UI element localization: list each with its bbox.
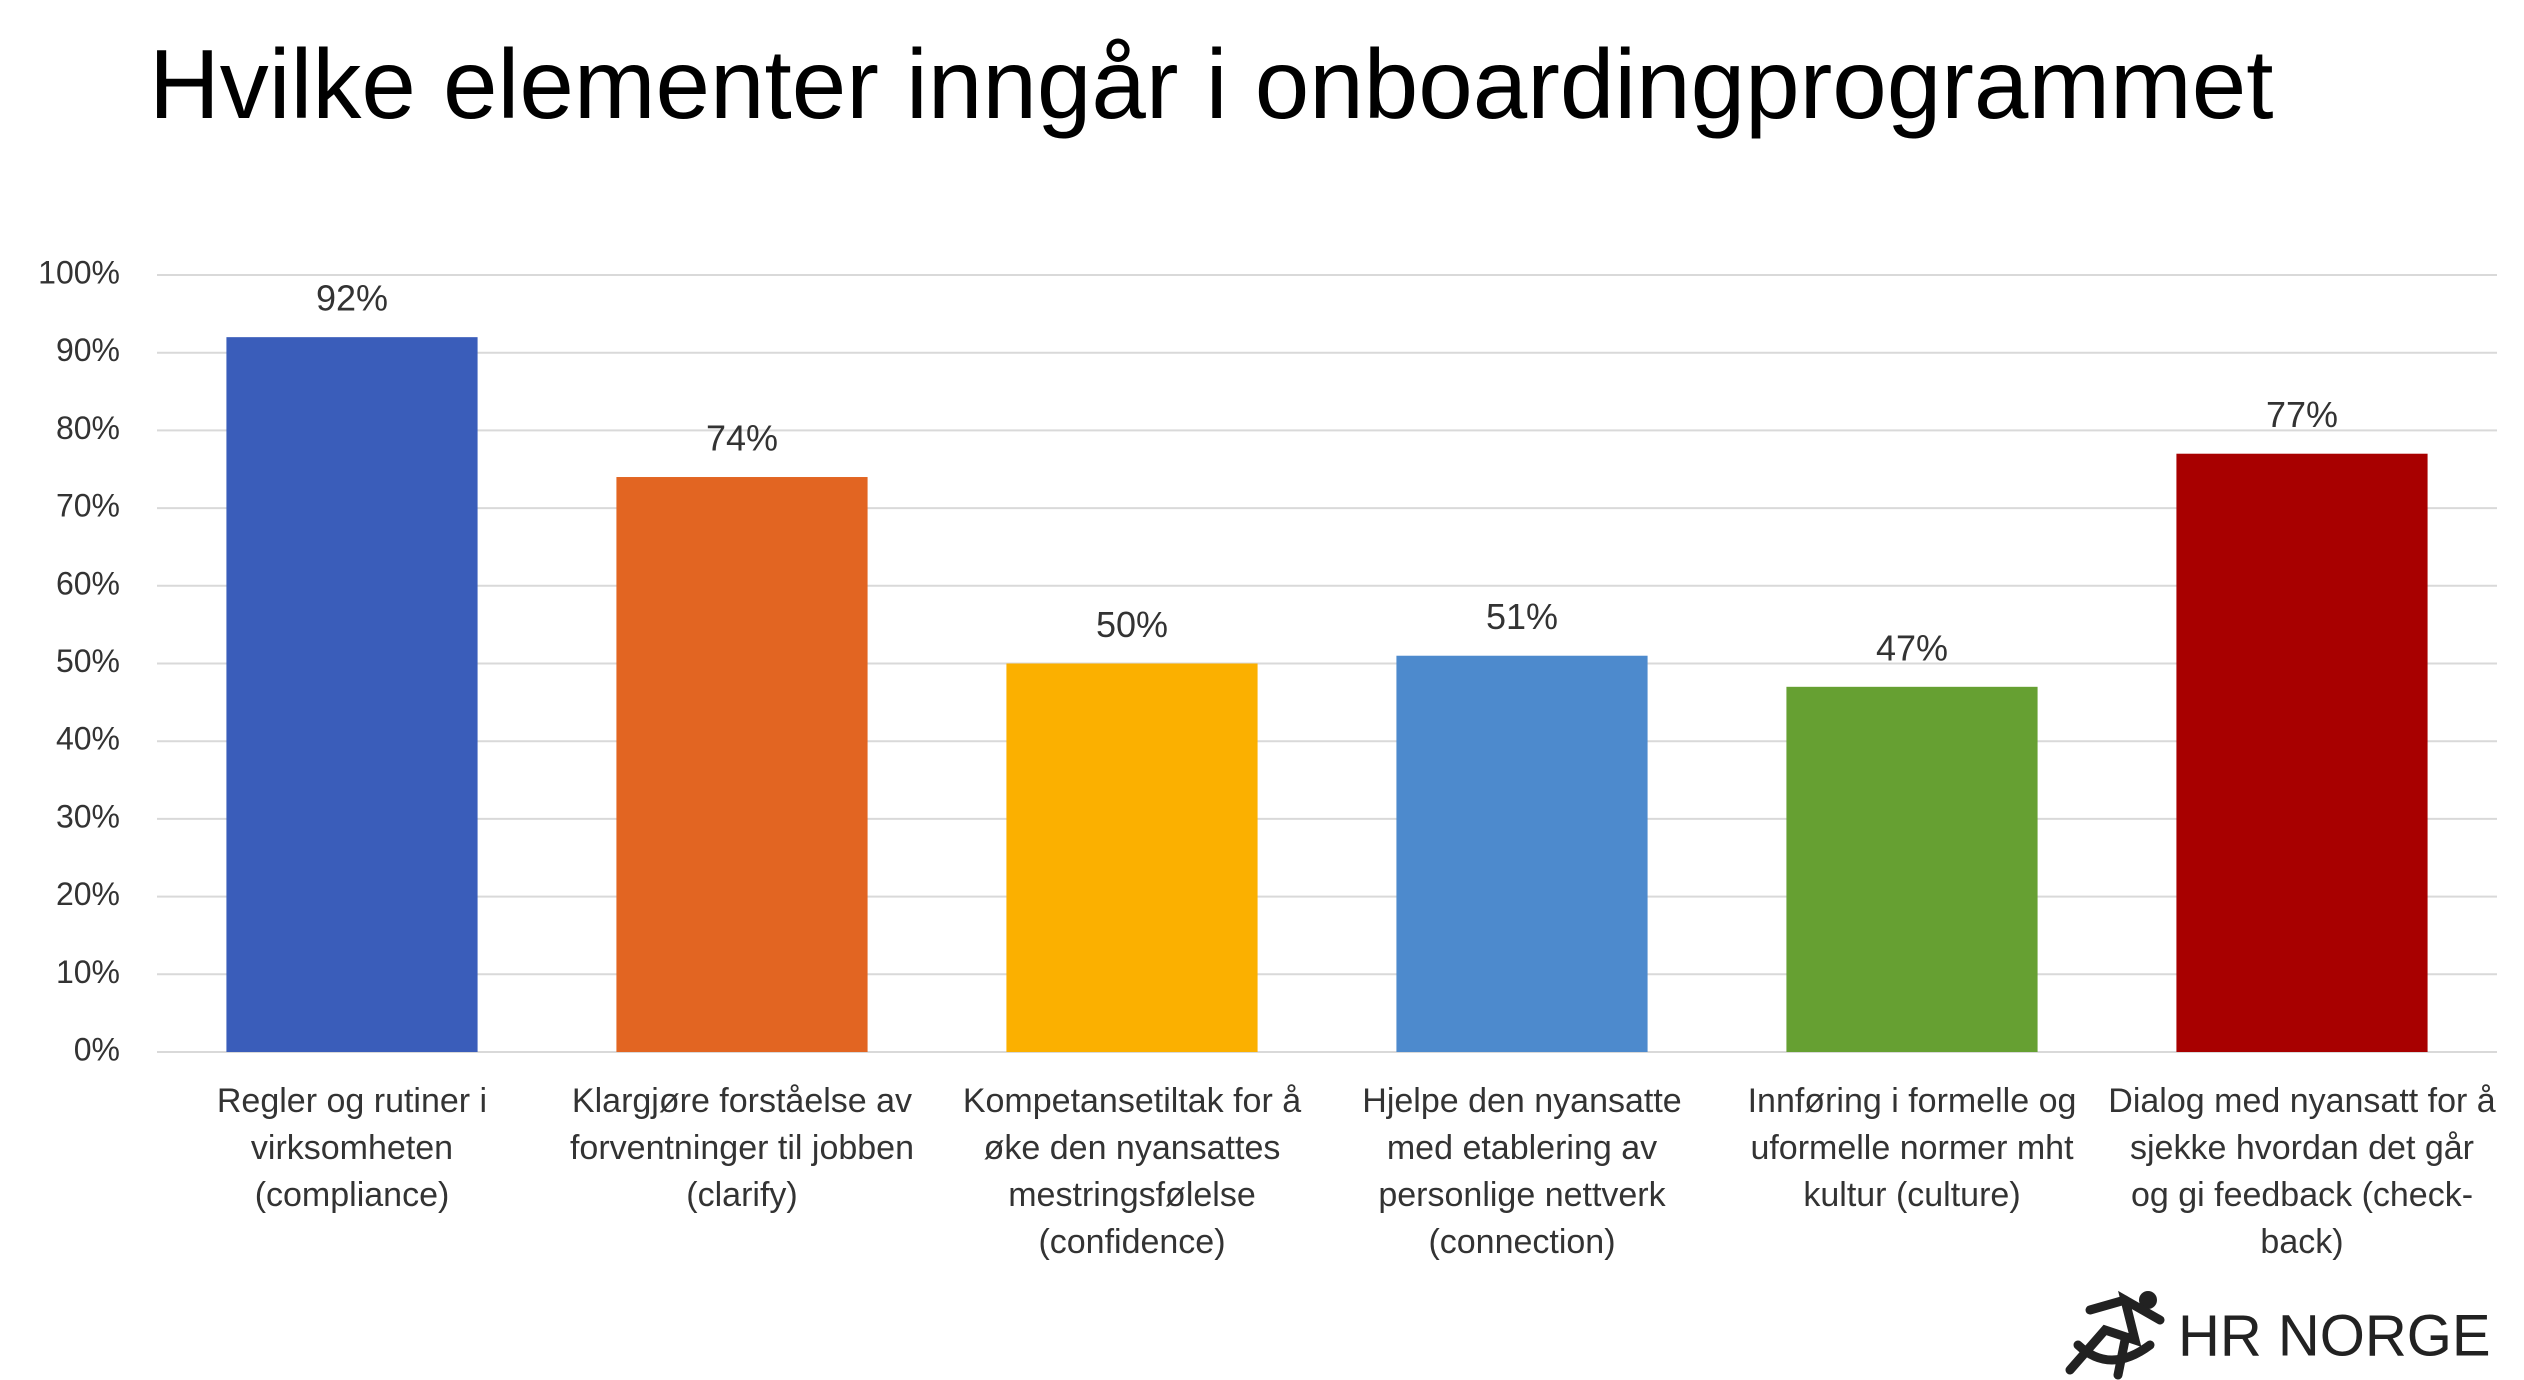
value-label: 50% <box>1096 604 1168 645</box>
value-label: 77% <box>2266 394 2338 435</box>
x-tick-label: Dialog med nyansatt for å sjekke hvordan… <box>2108 1082 2496 1261</box>
value-label: 74% <box>706 418 778 459</box>
bar <box>1006 663 1258 1052</box>
logo-icon <box>2065 1290 2165 1380</box>
value-label: 47% <box>1876 627 1948 668</box>
y-tick-label: 30% <box>56 798 120 834</box>
bar <box>2176 453 2428 1053</box>
value-label: 51% <box>1486 596 1558 637</box>
y-tick-label: 90% <box>56 332 120 368</box>
x-tick-label: Innføring i formelle og uformelle normer… <box>1747 1082 2077 1214</box>
y-tick-label: 40% <box>56 721 120 757</box>
y-tick-label: 50% <box>56 643 120 679</box>
logo-text: HR NORGE <box>2178 1303 2491 1368</box>
y-tick-label: 80% <box>56 410 120 446</box>
y-tick-label: 10% <box>56 954 120 990</box>
value-label: 92% <box>316 278 388 319</box>
y-tick-label: 60% <box>56 565 120 601</box>
bar <box>1396 655 1648 1052</box>
bar <box>1786 686 2038 1052</box>
y-tick-label: 100% <box>38 254 120 290</box>
y-tick-label: 20% <box>56 876 120 912</box>
y-tick-label: 0% <box>74 1031 120 1067</box>
x-tick-label: Klargjøre forståelse av forventninger ti… <box>569 1082 914 1214</box>
x-tick-label: Regler og rutiner i virksomheten (compli… <box>216 1082 488 1214</box>
x-tick-label: Hjelpe den nyansatte med etablering av p… <box>1362 1082 1682 1261</box>
bar <box>226 337 478 1052</box>
x-tick-label: Kompetansetiltak for å øke den nyansatte… <box>962 1082 1302 1261</box>
bar <box>616 477 868 1052</box>
chart-title: Hvilke elementer inngår i onboardingprog… <box>149 29 2273 139</box>
y-tick-label: 70% <box>56 488 120 524</box>
